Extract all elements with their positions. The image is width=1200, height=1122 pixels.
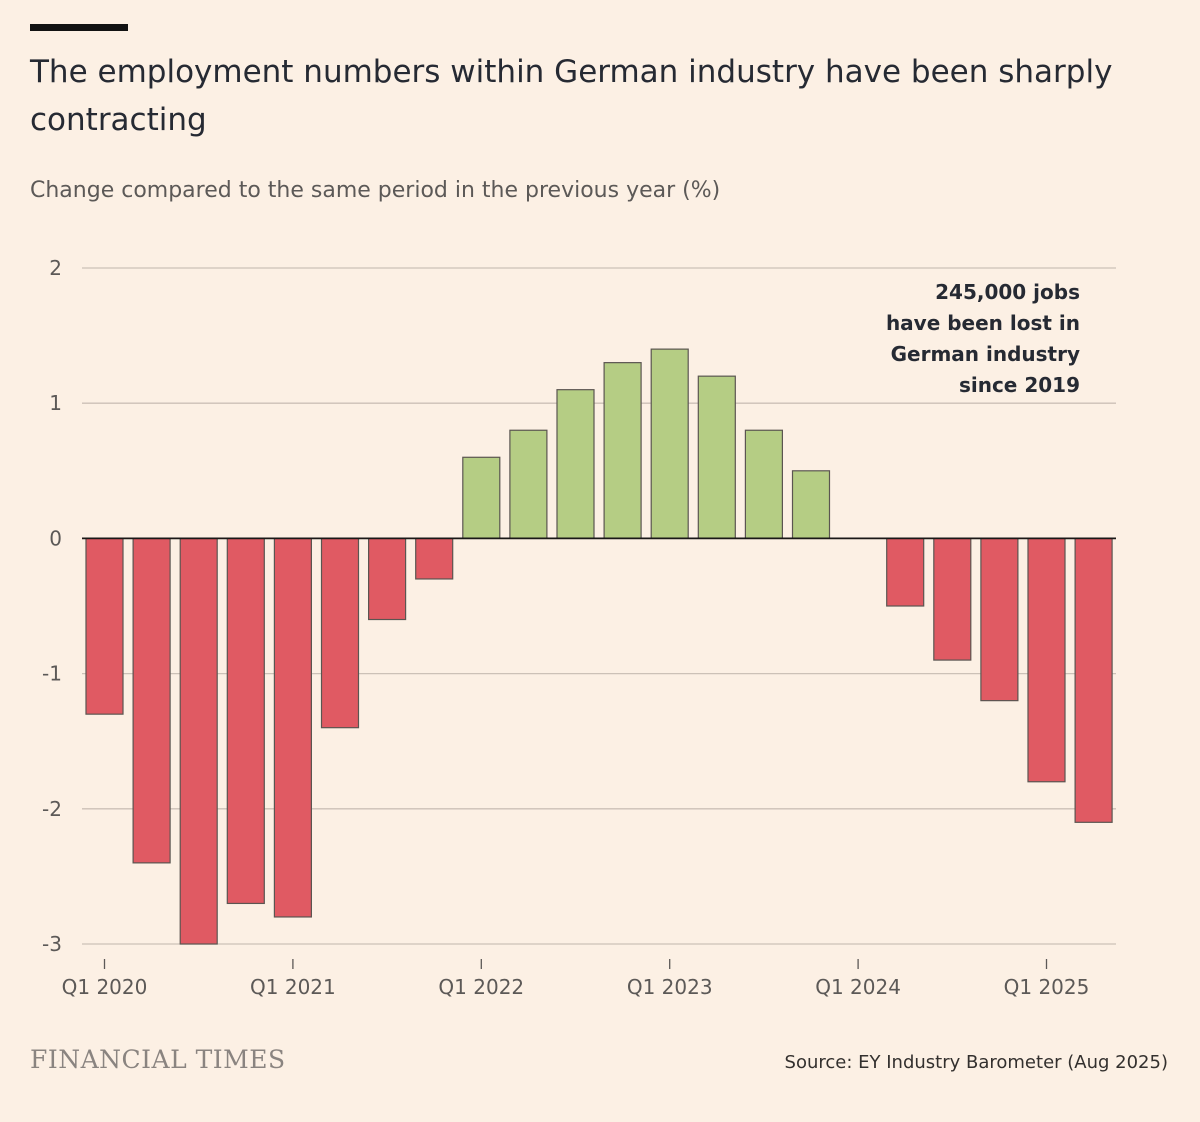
y-tick-label: 0 <box>49 526 62 550</box>
x-tick-label: Q1 2021 <box>250 975 336 999</box>
y-tick-label: -3 <box>42 932 62 956</box>
bar <box>650 348 689 539</box>
ft-top-rule <box>30 24 128 31</box>
bar <box>744 429 784 539</box>
x-tick-label: Q1 2020 <box>62 975 148 999</box>
y-tick-label: 2 <box>49 256 62 280</box>
x-tick-label: Q1 2024 <box>815 975 901 999</box>
bar <box>226 537 265 905</box>
bar <box>933 537 972 661</box>
chart-subtitle: Change compared to the same period in th… <box>30 178 721 203</box>
bar <box>85 537 124 715</box>
bar <box>697 375 736 540</box>
x-tick-label: Q1 2025 <box>1004 975 1090 999</box>
source-note: Source: EY Industry Barometer (Aug 2025) <box>784 1052 1168 1073</box>
bar <box>791 470 831 539</box>
chart-title: The employment numbers within German ind… <box>30 54 1113 138</box>
bar <box>1074 537 1113 823</box>
bar <box>415 537 454 580</box>
x-tick-label: Q1 2022 <box>438 975 524 999</box>
bar <box>603 362 642 540</box>
bar <box>320 537 360 729</box>
bar <box>368 537 407 621</box>
bar <box>1027 537 1066 783</box>
ft-logo: FINANCIAL TIMES <box>30 1045 286 1074</box>
bar <box>980 537 1019 702</box>
bar <box>462 456 501 540</box>
y-tick-label: 1 <box>49 391 62 415</box>
y-tick-label: -1 <box>42 662 62 686</box>
y-tick-label: -2 <box>42 797 62 821</box>
bar <box>132 537 171 864</box>
bar <box>273 537 312 918</box>
bar <box>509 429 548 539</box>
bar <box>179 537 218 945</box>
bar <box>886 537 925 607</box>
jobs-lost-annotation: 245,000 jobs have been lost in German in… <box>885 280 1080 397</box>
x-tick-label: Q1 2023 <box>627 975 713 999</box>
bar <box>556 389 595 539</box>
